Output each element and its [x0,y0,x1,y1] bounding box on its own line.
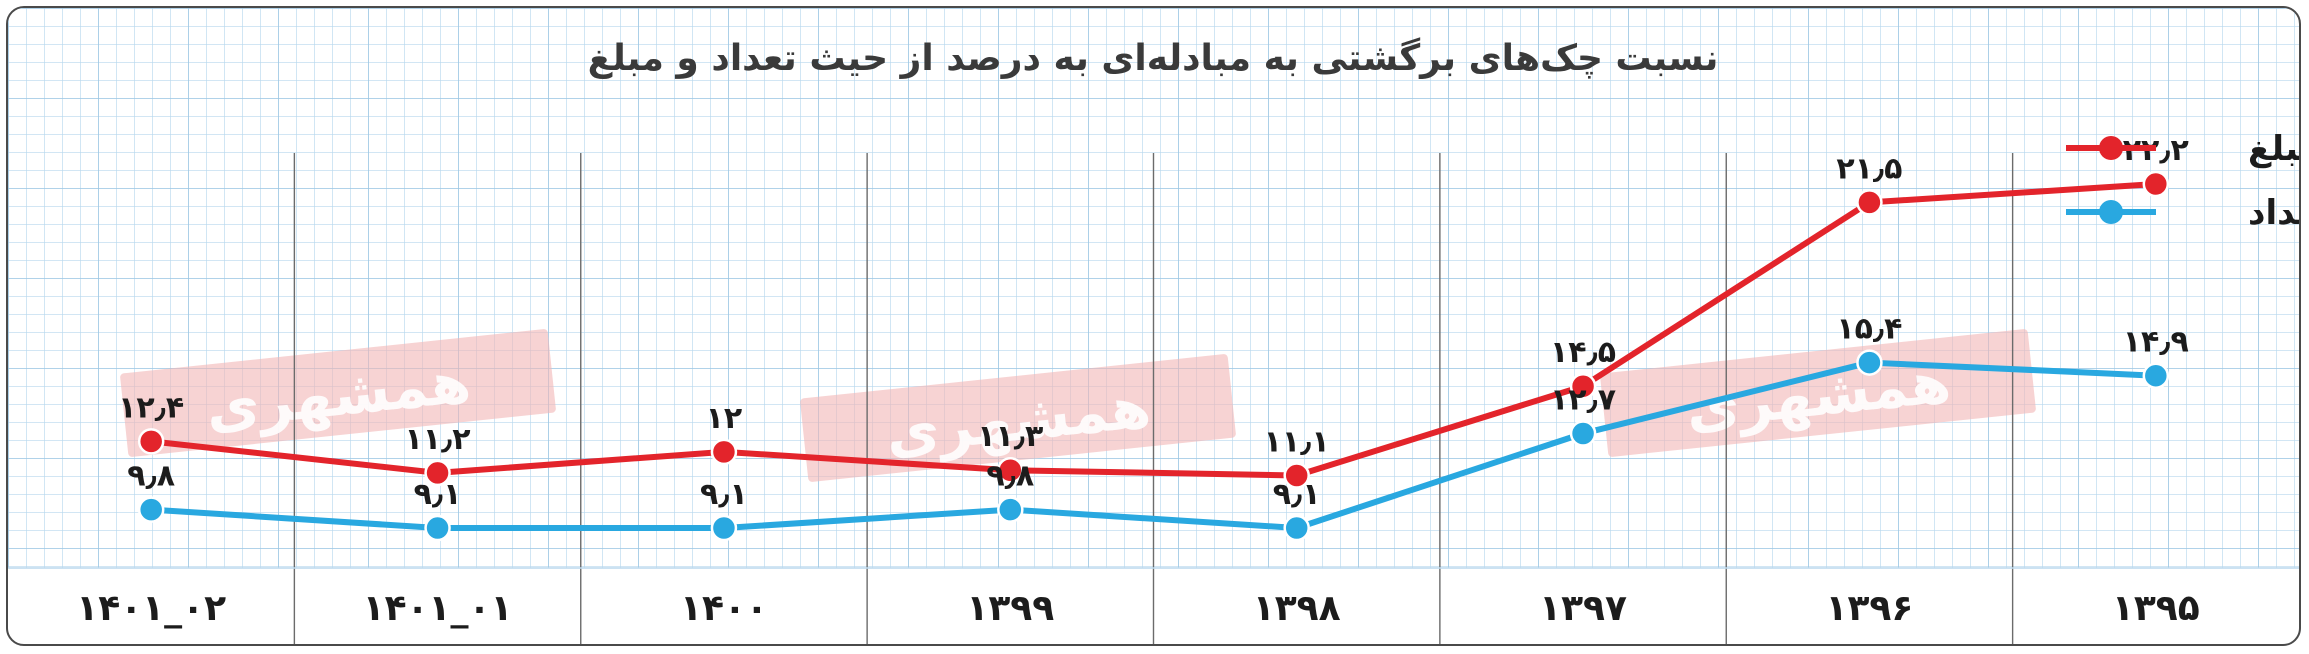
x-tick-label: ۱۳۹۵ [2112,588,2200,629]
series-count: ۱۴٫۹ ۱۵٫۴ ۱۲٫۷ ۹٫۱ ۹٫۸ ۹٫۱ ۹٫۱ ۹٫۸ [127,312,2189,542]
x-tick-label: ۱۴۰۱_۰۲ [76,588,226,629]
x-tick-label: ۱۳۹۶ [1825,588,1913,629]
data-label: ۱۱٫۳ [977,419,1043,454]
data-label: ۱۴٫۹ [2123,325,2189,360]
data-point [710,438,738,466]
data-point [1569,420,1597,447]
data-point [137,428,165,455]
data-point [2142,362,2170,389]
chart-title: نسبت چک‌های برگشتی به مبادله‌ای به درصد … [588,37,1719,79]
data-point [997,496,1024,523]
x-tick-label: ۱۴۰۱_۰۱ [363,588,513,629]
legend-swatch-marker [2099,136,2123,160]
legend-swatch-marker [2099,200,2123,224]
data-point [424,514,451,542]
data-point [1856,189,1883,216]
data-label: ۱۱٫۱ [1264,424,1330,459]
legend-item: مبلغ [2066,129,2299,169]
data-label: ۹٫۱ [414,477,462,512]
data-label: ۹٫۱ [1273,477,1321,512]
x-tick-label: ۱۳۹۸ [1253,588,1341,629]
x-tick-label: ۱۴۰۰ [680,588,768,629]
data-point [137,496,165,523]
data-label: ۹٫۸ [127,459,175,494]
data-point [997,456,1024,484]
data-point [1283,514,1310,542]
series-line [150,181,2157,479]
chart-frame: نسبت چک‌های برگشتی به مبادله‌ای به درصد … [6,6,2301,646]
data-label: ۹٫۱ [700,477,748,512]
data-point [2142,170,2170,198]
data-label: ۹٫۸ [986,459,1034,494]
legend-item: تعداد [2066,193,2299,233]
data-point [1283,462,1310,489]
legend-label: مبلغ [2248,129,2299,169]
data-label: ۱۱٫۲ [404,422,470,457]
x-tick-label: ۱۳۹۹ [966,588,1054,629]
data-point [710,514,738,542]
line-chart: نسبت چک‌های برگشتی به مبادله‌ای به درصد … [8,8,2299,644]
legend-label: تعداد [2248,193,2299,233]
data-label: ۲۱٫۵ [1836,151,1902,186]
data-point [424,459,451,487]
data-point [1856,349,1883,376]
data-point [1569,372,1597,400]
data-label: ۱۵٫۴ [1836,312,1902,347]
x-tick-label: ۱۳۹۷ [1539,588,1627,629]
data-label: ۱۴٫۵ [1550,335,1616,370]
data-label: ۱۲ [706,401,743,436]
data-label: ۱۲٫۷ [1550,382,1616,417]
data-label: ۱۲٫۴ [118,390,184,425]
series-line [150,359,2156,531]
